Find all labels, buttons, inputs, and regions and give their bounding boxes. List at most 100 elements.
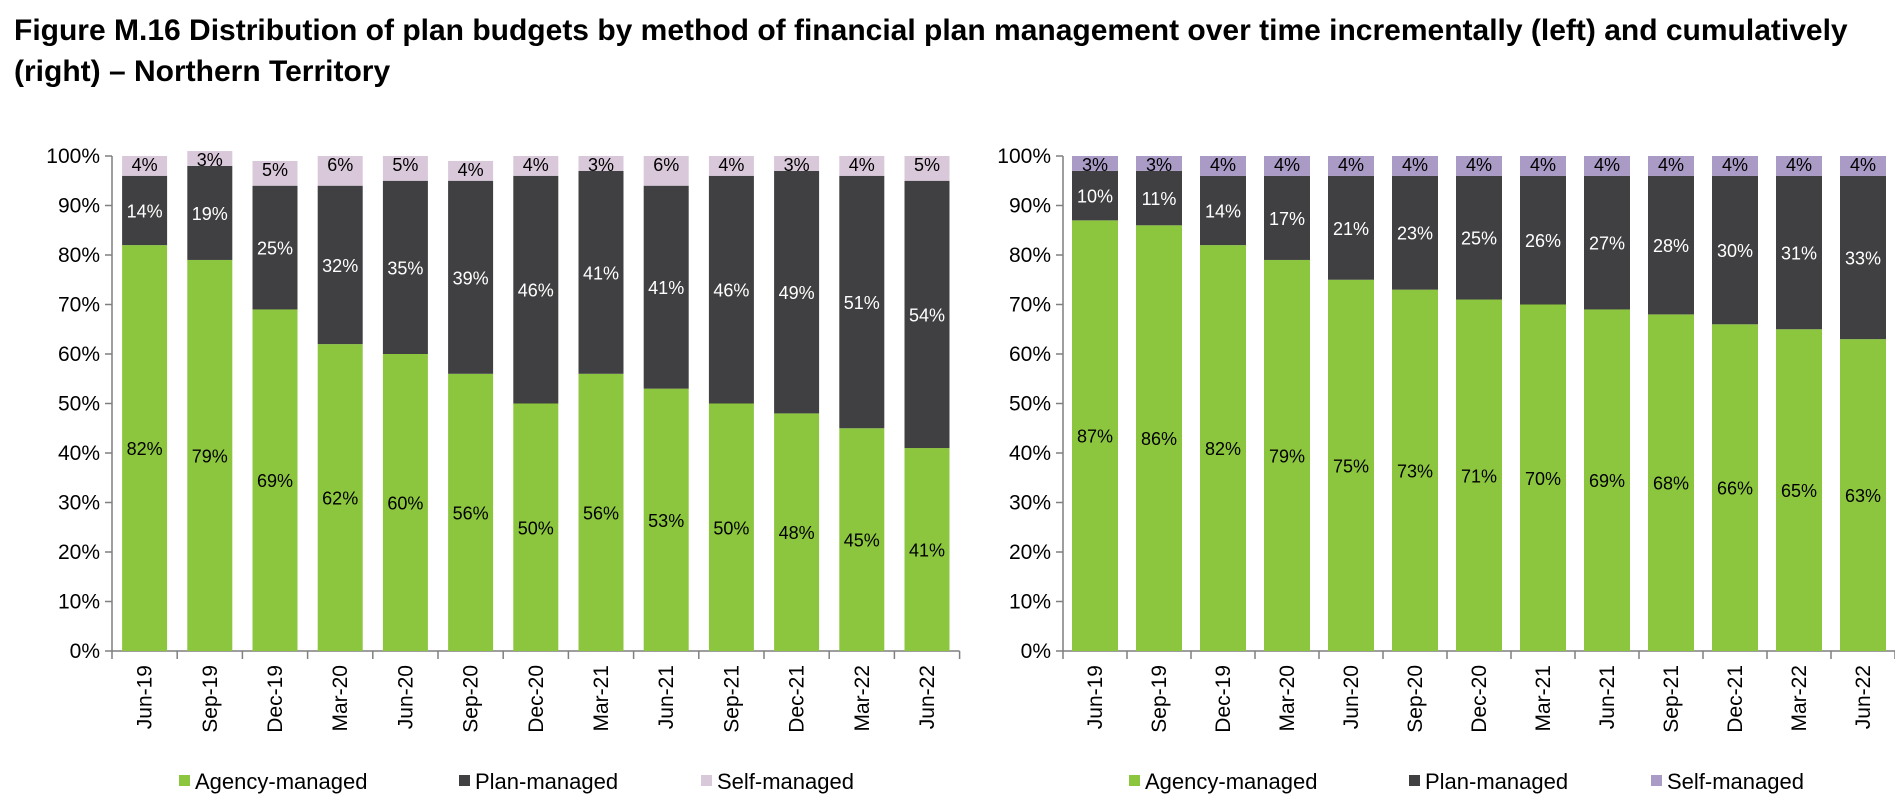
bar-segment-self-managed (1136, 156, 1182, 171)
bar-segment-self-managed (1648, 156, 1694, 176)
bar-segment-self-managed (1520, 156, 1566, 176)
data-label: 3% (588, 155, 614, 175)
x-tick-label: Jun-20 (394, 665, 417, 729)
data-label: 69% (257, 471, 293, 491)
bar-segment-agency-managed (1456, 299, 1502, 651)
bar-segment-self-managed (1264, 156, 1310, 176)
y-tick-label: 20% (1009, 541, 1051, 564)
bar-segment-self-managed (1584, 156, 1630, 176)
data-label: 41% (648, 278, 684, 298)
data-label: 73% (1397, 461, 1433, 481)
bar-segment-self-managed (643, 156, 689, 186)
bar-segment-agency-managed (448, 373, 494, 651)
x-tick-label: Dec-20 (525, 665, 548, 733)
x-tick-label: Sep-19 (199, 665, 222, 733)
data-label: 6% (327, 155, 353, 175)
y-tick-label: 30% (1009, 492, 1051, 515)
data-label: 3% (197, 150, 223, 170)
bar-segment-agency-managed (1072, 220, 1118, 651)
bar-segment-self-managed (1392, 156, 1438, 176)
y-tick-label: 30% (58, 492, 100, 515)
data-label: 4% (1210, 155, 1236, 175)
y-tick-label: 10% (58, 591, 100, 614)
bar-segment-plan-managed (774, 170, 820, 414)
data-label: 45% (844, 531, 880, 551)
data-label: 79% (192, 446, 228, 466)
x-tick-label: Sep-20 (1404, 665, 1427, 733)
data-label: 5% (392, 155, 418, 175)
bar-segment-self-managed (122, 156, 168, 176)
bar-segment-agency-managed (1584, 309, 1630, 651)
x-tick-label: Dec-21 (1724, 665, 1747, 733)
data-label: 4% (1402, 155, 1428, 175)
bar-segment-agency-managed (643, 388, 689, 651)
data-label: 66% (1717, 479, 1753, 499)
bar-segment-plan-managed (1648, 175, 1694, 315)
data-label: 6% (653, 155, 679, 175)
data-label: 23% (1397, 224, 1433, 244)
bar-segment-self-managed (382, 156, 428, 181)
data-label: 4% (718, 155, 744, 175)
bar-segment-agency-managed (1136, 225, 1182, 652)
bar-segment-agency-managed (513, 403, 559, 651)
data-label: 46% (713, 281, 749, 301)
bar-segment-plan-managed (448, 180, 494, 374)
bar-segment-agency-managed (252, 309, 298, 651)
data-label: 30% (1717, 241, 1753, 261)
data-label: 33% (1845, 248, 1881, 268)
data-label: 4% (849, 155, 875, 175)
data-label: 62% (322, 489, 358, 509)
bar-segment-self-managed (1328, 156, 1374, 176)
data-label: 75% (1333, 456, 1369, 476)
bar-segment-agency-managed (1520, 304, 1566, 651)
data-label: 4% (1850, 155, 1876, 175)
data-label: 4% (1338, 155, 1364, 175)
x-tick-label: Jun-20 (1340, 665, 1363, 729)
bar-segment-plan-managed (1200, 175, 1246, 246)
x-tick-label: Jun-21 (655, 665, 678, 729)
data-label: 48% (779, 523, 815, 543)
x-tick-label: Mar-21 (590, 665, 613, 732)
data-label: 41% (583, 263, 619, 283)
data-label: 71% (1461, 466, 1497, 486)
x-tick-label: Jun-19 (134, 665, 157, 729)
bar-segment-plan-managed (317, 185, 363, 345)
legend-label: Plan-managed (475, 769, 618, 794)
data-label: 54% (909, 305, 945, 325)
y-tick-label: 10% (1009, 591, 1051, 614)
bar-segment-plan-managed (382, 180, 428, 354)
data-label: 4% (132, 155, 158, 175)
y-tick-label: 50% (58, 393, 100, 416)
data-label: 63% (1845, 486, 1881, 506)
bar-segment-plan-managed (839, 175, 885, 429)
data-label: 10% (1077, 187, 1113, 207)
bar-segment-agency-managed (774, 413, 820, 651)
x-tick-label: Mar-20 (329, 665, 352, 732)
bar-segment-plan-managed (122, 175, 168, 246)
y-tick-label: 90% (58, 195, 100, 218)
y-tick-label: 70% (1009, 294, 1051, 317)
legend-label: Self-managed (1667, 769, 1804, 794)
bar-segment-plan-managed (578, 170, 624, 374)
data-label: 31% (1781, 244, 1817, 264)
bar-segment-plan-managed (708, 175, 754, 404)
data-label: 65% (1781, 481, 1817, 501)
bar-segment-agency-managed (317, 344, 363, 651)
y-tick-label: 80% (1009, 244, 1051, 267)
data-label: 5% (914, 155, 940, 175)
data-label: 25% (1461, 229, 1497, 249)
bar-segment-plan-managed (904, 180, 950, 449)
x-tick-label: Dec-19 (264, 665, 287, 733)
data-label: 60% (387, 494, 423, 514)
y-tick-label: 40% (58, 442, 100, 465)
y-tick-label: 70% (58, 294, 100, 317)
bar-segment-self-managed (252, 160, 298, 186)
bar-segment-agency-managed (1200, 245, 1246, 651)
bar-segment-agency-managed (1776, 329, 1822, 651)
data-label: 25% (257, 239, 293, 259)
bar-segment-plan-managed (1392, 175, 1438, 290)
legend-swatch (1409, 775, 1420, 786)
x-tick-label: Sep-19 (1148, 665, 1171, 733)
bar-segment-agency-managed (1392, 289, 1438, 651)
